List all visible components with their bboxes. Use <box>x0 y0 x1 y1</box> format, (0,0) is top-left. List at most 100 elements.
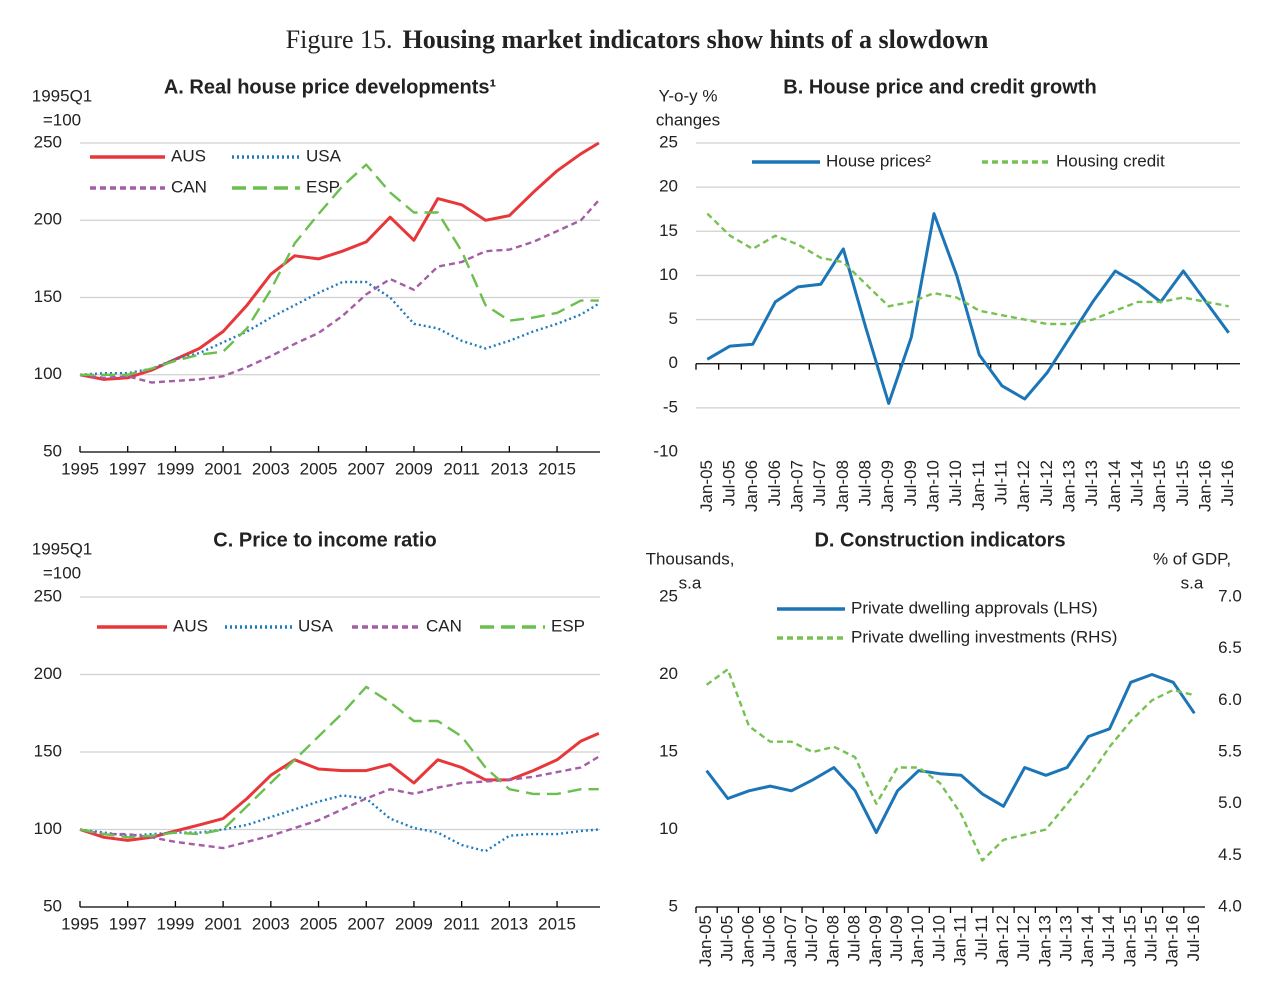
series-line <box>705 668 1195 862</box>
x-tick-label: 1997 <box>109 914 147 933</box>
x-tick-label: 2011 <box>443 459 480 478</box>
series-line <box>79 755 600 850</box>
series-line <box>706 212 1230 405</box>
x-tick-label: Jul-15 <box>1141 915 1160 961</box>
figure-heading: Housing market indicators show hints of … <box>403 25 989 54</box>
series-line <box>79 685 599 839</box>
y-axis-label: Y-o-y % <box>659 86 718 105</box>
legend-label: AUS <box>171 146 206 165</box>
figure-title: Figure 15. Housing market indicators show… <box>286 25 989 54</box>
chart-title: B. House price and credit growth <box>783 76 1096 98</box>
figure-label: Figure 15. <box>286 25 393 54</box>
y-tick-label: 50 <box>43 441 62 460</box>
y-tick-label: 250 <box>34 586 62 605</box>
x-tick-label: 2015 <box>538 459 576 478</box>
y-tick-label: -10 <box>653 441 678 460</box>
x-tick-label: Jul-05 <box>717 915 736 961</box>
y-tick-label: 10 <box>659 265 678 284</box>
x-tick-label: 1999 <box>156 459 194 478</box>
x-tick-label: Jan-08 <box>833 460 852 512</box>
series-line <box>79 794 599 853</box>
x-tick-label: Jan-16 <box>1163 915 1182 967</box>
series-line <box>79 732 600 842</box>
legend-label: USA <box>298 616 334 635</box>
y-tick-label: 0 <box>669 353 678 372</box>
y-axis-label: changes <box>656 110 720 129</box>
x-tick-label: Jul-12 <box>1037 460 1056 506</box>
y2-tick-label: 4.0 <box>1218 896 1242 915</box>
y2-tick-label: 6.5 <box>1218 638 1242 657</box>
y-axis-label: 1995Q1 <box>32 539 93 558</box>
x-tick-label: 2009 <box>395 914 433 933</box>
x-tick-label: Jul-10 <box>929 915 948 961</box>
x-tick-label: Jan-08 <box>823 915 842 967</box>
x-tick-label: Jan-10 <box>923 460 942 512</box>
legend-label: Private dwelling investments (RHS) <box>851 627 1117 646</box>
y-tick-label: 200 <box>34 664 62 683</box>
y2-tick-label: 5.5 <box>1218 741 1242 760</box>
legend-label: Housing credit <box>1056 151 1165 170</box>
x-tick-label: 2003 <box>252 914 290 933</box>
y-axis-label: s.a <box>679 573 702 592</box>
x-tick-label: Jan-06 <box>739 915 758 967</box>
legend-label: House prices² <box>826 151 931 170</box>
x-tick-label: Jan-09 <box>866 915 885 967</box>
x-tick-label: Jan-10 <box>908 915 927 967</box>
series-line <box>79 199 600 384</box>
x-tick-label: 2003 <box>252 459 290 478</box>
x-tick-label: Jan-12 <box>993 915 1012 967</box>
y-tick-label: 150 <box>34 287 62 306</box>
x-tick-label: Jan-15 <box>1150 460 1169 512</box>
y-axis-label: =100 <box>43 110 81 129</box>
y-tick-label: 25 <box>659 586 678 605</box>
chart-title: C. Price to income ratio <box>213 529 436 551</box>
y-tick-label: 250 <box>34 132 62 151</box>
x-tick-label: Jul-15 <box>1173 460 1192 506</box>
legend-label: ESP <box>306 177 340 196</box>
x-tick-label: 2013 <box>490 459 528 478</box>
y-tick-label: 5 <box>669 896 678 915</box>
x-tick-label: 2001 <box>204 459 242 478</box>
x-tick-label: Jul-11 <box>972 915 991 960</box>
x-tick-label: Jul-09 <box>887 915 906 961</box>
legend-label: AUS <box>173 616 208 635</box>
legend-label: Private dwelling approvals (LHS) <box>851 598 1098 617</box>
x-tick-label: Jan-15 <box>1120 915 1139 967</box>
x-tick-label: Jul-06 <box>760 915 779 961</box>
x-tick-label: Jul-13 <box>1082 460 1101 506</box>
y-tick-label: 150 <box>34 741 62 760</box>
y-tick-label: 100 <box>34 364 62 383</box>
x-tick-label: Jan-06 <box>742 460 761 512</box>
x-tick-label: Jul-05 <box>719 460 738 506</box>
series-line <box>80 163 599 376</box>
y-axis-label: Thousands, <box>646 549 735 568</box>
x-tick-label: Jul-11 <box>991 460 1010 505</box>
x-tick-label: Jan-13 <box>1035 915 1054 967</box>
x-tick-label: 2015 <box>538 914 576 933</box>
y-axis-label: =100 <box>43 563 81 582</box>
x-tick-label: Jan-07 <box>787 460 806 512</box>
x-tick-label: 2009 <box>395 459 433 478</box>
y-tick-label: 10 <box>659 819 678 838</box>
y-tick-label: 15 <box>659 221 678 240</box>
y-axis-label: 1995Q1 <box>32 86 93 105</box>
y-tick-label: 15 <box>659 741 678 760</box>
x-tick-label: Jan-11 <box>969 460 988 511</box>
x-tick-label: Jan-07 <box>781 915 800 967</box>
x-tick-label: Jul-14 <box>1099 915 1118 961</box>
y2-tick-label: 7.0 <box>1218 586 1242 605</box>
x-tick-label: Jul-07 <box>802 915 821 961</box>
y-tick-label: 20 <box>659 664 678 683</box>
x-tick-label: 1995 <box>61 459 99 478</box>
x-tick-label: Jan-16 <box>1195 460 1214 512</box>
legend-label: CAN <box>171 177 207 196</box>
y2-axis-label: % of GDP, <box>1153 549 1231 568</box>
y-tick-label: 50 <box>43 896 62 915</box>
x-tick-label: 2013 <box>490 914 528 933</box>
x-tick-label: 1997 <box>109 459 147 478</box>
x-tick-label: Jan-05 <box>696 915 715 967</box>
x-tick-label: Jul-07 <box>810 460 829 506</box>
x-tick-label: 2005 <box>300 914 338 933</box>
x-tick-label: 1999 <box>156 914 194 933</box>
y2-axis-label: s.a <box>1181 573 1204 592</box>
